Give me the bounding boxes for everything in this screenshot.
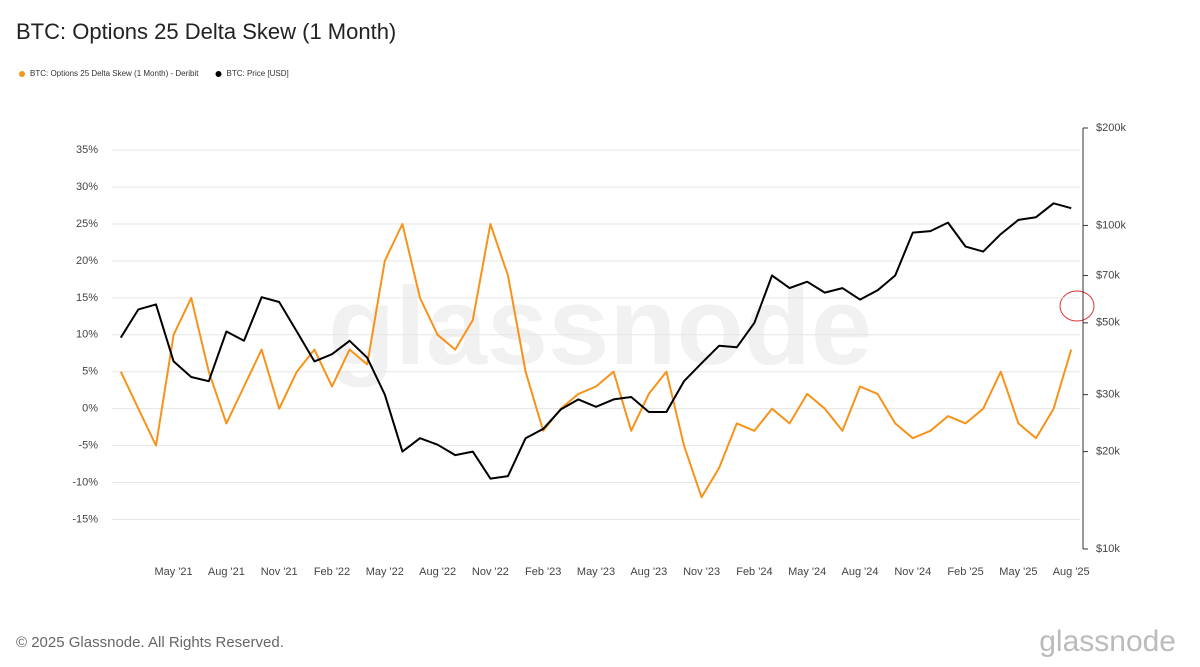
legend-marker xyxy=(215,71,222,77)
logo: glassnode xyxy=(1039,625,1176,658)
x-tick-label: Feb '22 xyxy=(314,566,350,578)
y-tick-label: -15% xyxy=(72,513,98,525)
highlight-circle xyxy=(1059,290,1095,322)
x-tick-label: Feb '24 xyxy=(736,566,772,578)
x-tick-label: Feb '25 xyxy=(947,566,983,578)
x-tick-label: Aug '25 xyxy=(1053,566,1090,578)
y-tick-label: 35% xyxy=(76,144,98,156)
x-tick-label: May '23 xyxy=(577,566,615,578)
x-tick-label: May '22 xyxy=(366,566,404,578)
series-line xyxy=(119,202,1072,480)
x-tick-label: Aug '22 xyxy=(419,566,456,578)
x-tick-label: Aug '24 xyxy=(842,566,879,578)
legend: BTC: Options 25 Delta Skew (1 Month) - D… xyxy=(19,69,289,78)
watermark: glassnode xyxy=(328,265,872,388)
x-tick-label: Nov '22 xyxy=(472,566,509,578)
x-tick-label: Nov '21 xyxy=(261,566,298,578)
x-tick-label: Nov '23 xyxy=(683,566,720,578)
y2-tick-label: $200k xyxy=(1096,122,1126,134)
y2-tick-label: $50k xyxy=(1096,317,1120,329)
y-tick-label: 5% xyxy=(82,366,98,378)
x-tick-label: May '24 xyxy=(788,566,826,578)
y-tick-label: -10% xyxy=(72,476,98,488)
y2-tick-label: $100k xyxy=(1096,219,1126,231)
x-tick-label: Aug '23 xyxy=(630,566,667,578)
series-line xyxy=(119,223,1073,499)
y-tick-label: -5% xyxy=(78,440,98,452)
x-tick-label: May '21 xyxy=(155,566,193,578)
x-tick-label: Aug '21 xyxy=(208,566,245,578)
y-tick-label: 20% xyxy=(76,255,98,267)
y-tick-label: 10% xyxy=(76,329,98,341)
legend-marker xyxy=(19,71,25,77)
y2-tick-label: $10k xyxy=(1096,543,1120,555)
y-tick-label: 0% xyxy=(82,403,98,415)
x-tick-label: Feb '23 xyxy=(525,566,561,578)
y2-tick-label: $70k xyxy=(1096,269,1120,281)
chart-title: BTC: Options 25 Delta Skew (1 Month) xyxy=(16,19,396,44)
x-tick-label: Nov '24 xyxy=(894,566,931,578)
y2-tick-label: $30k xyxy=(1096,389,1120,401)
legend-label: BTC: Options 25 Delta Skew (1 Month) - D… xyxy=(30,69,199,78)
y-tick-label: 15% xyxy=(76,292,98,304)
footer: © 2025 Glassnode. All Rights Reserved. xyxy=(16,634,284,651)
legend-label: BTC: Price [USD] xyxy=(227,69,289,78)
y2-tick-label: $20k xyxy=(1096,445,1120,457)
x-tick-label: May '25 xyxy=(999,566,1037,578)
y-tick-label: 25% xyxy=(76,218,98,230)
y-tick-label: 30% xyxy=(76,181,98,193)
